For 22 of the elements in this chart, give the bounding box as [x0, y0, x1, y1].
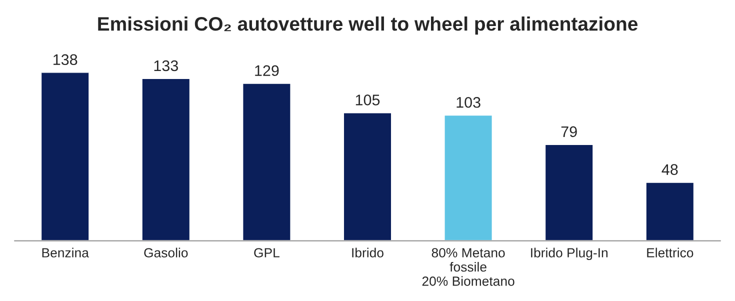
bar — [141, 78, 191, 241]
data-label: 129 — [255, 65, 279, 76]
x-tick-label: Ibrido Plug-In — [531, 248, 608, 260]
bar — [544, 144, 594, 241]
bar — [242, 82, 292, 241]
x-tick-label: Elettrico — [647, 248, 694, 258]
bar — [645, 181, 695, 241]
x-tick-label: 80% Metano fossile 20% Biometano — [422, 248, 514, 286]
data-label: 138 — [54, 54, 78, 66]
bar — [40, 72, 90, 241]
data-label: 105 — [356, 94, 380, 106]
x-tick-label: Benzina — [42, 248, 89, 258]
data-label: 48 — [662, 164, 678, 175]
data-label: 103 — [456, 96, 480, 108]
x-tick-label: Ibrido — [352, 248, 384, 258]
bar — [342, 112, 392, 241]
data-label: 133 — [154, 60, 178, 72]
bar — [443, 114, 494, 241]
x-tick-label: GPL — [254, 248, 280, 258]
data-label: 79 — [561, 126, 577, 138]
x-tick-label: Gasolio — [144, 248, 188, 258]
chart-title: Emissioni CO₂ autovetture well to wheel per alimentazione — [98, 16, 638, 35]
